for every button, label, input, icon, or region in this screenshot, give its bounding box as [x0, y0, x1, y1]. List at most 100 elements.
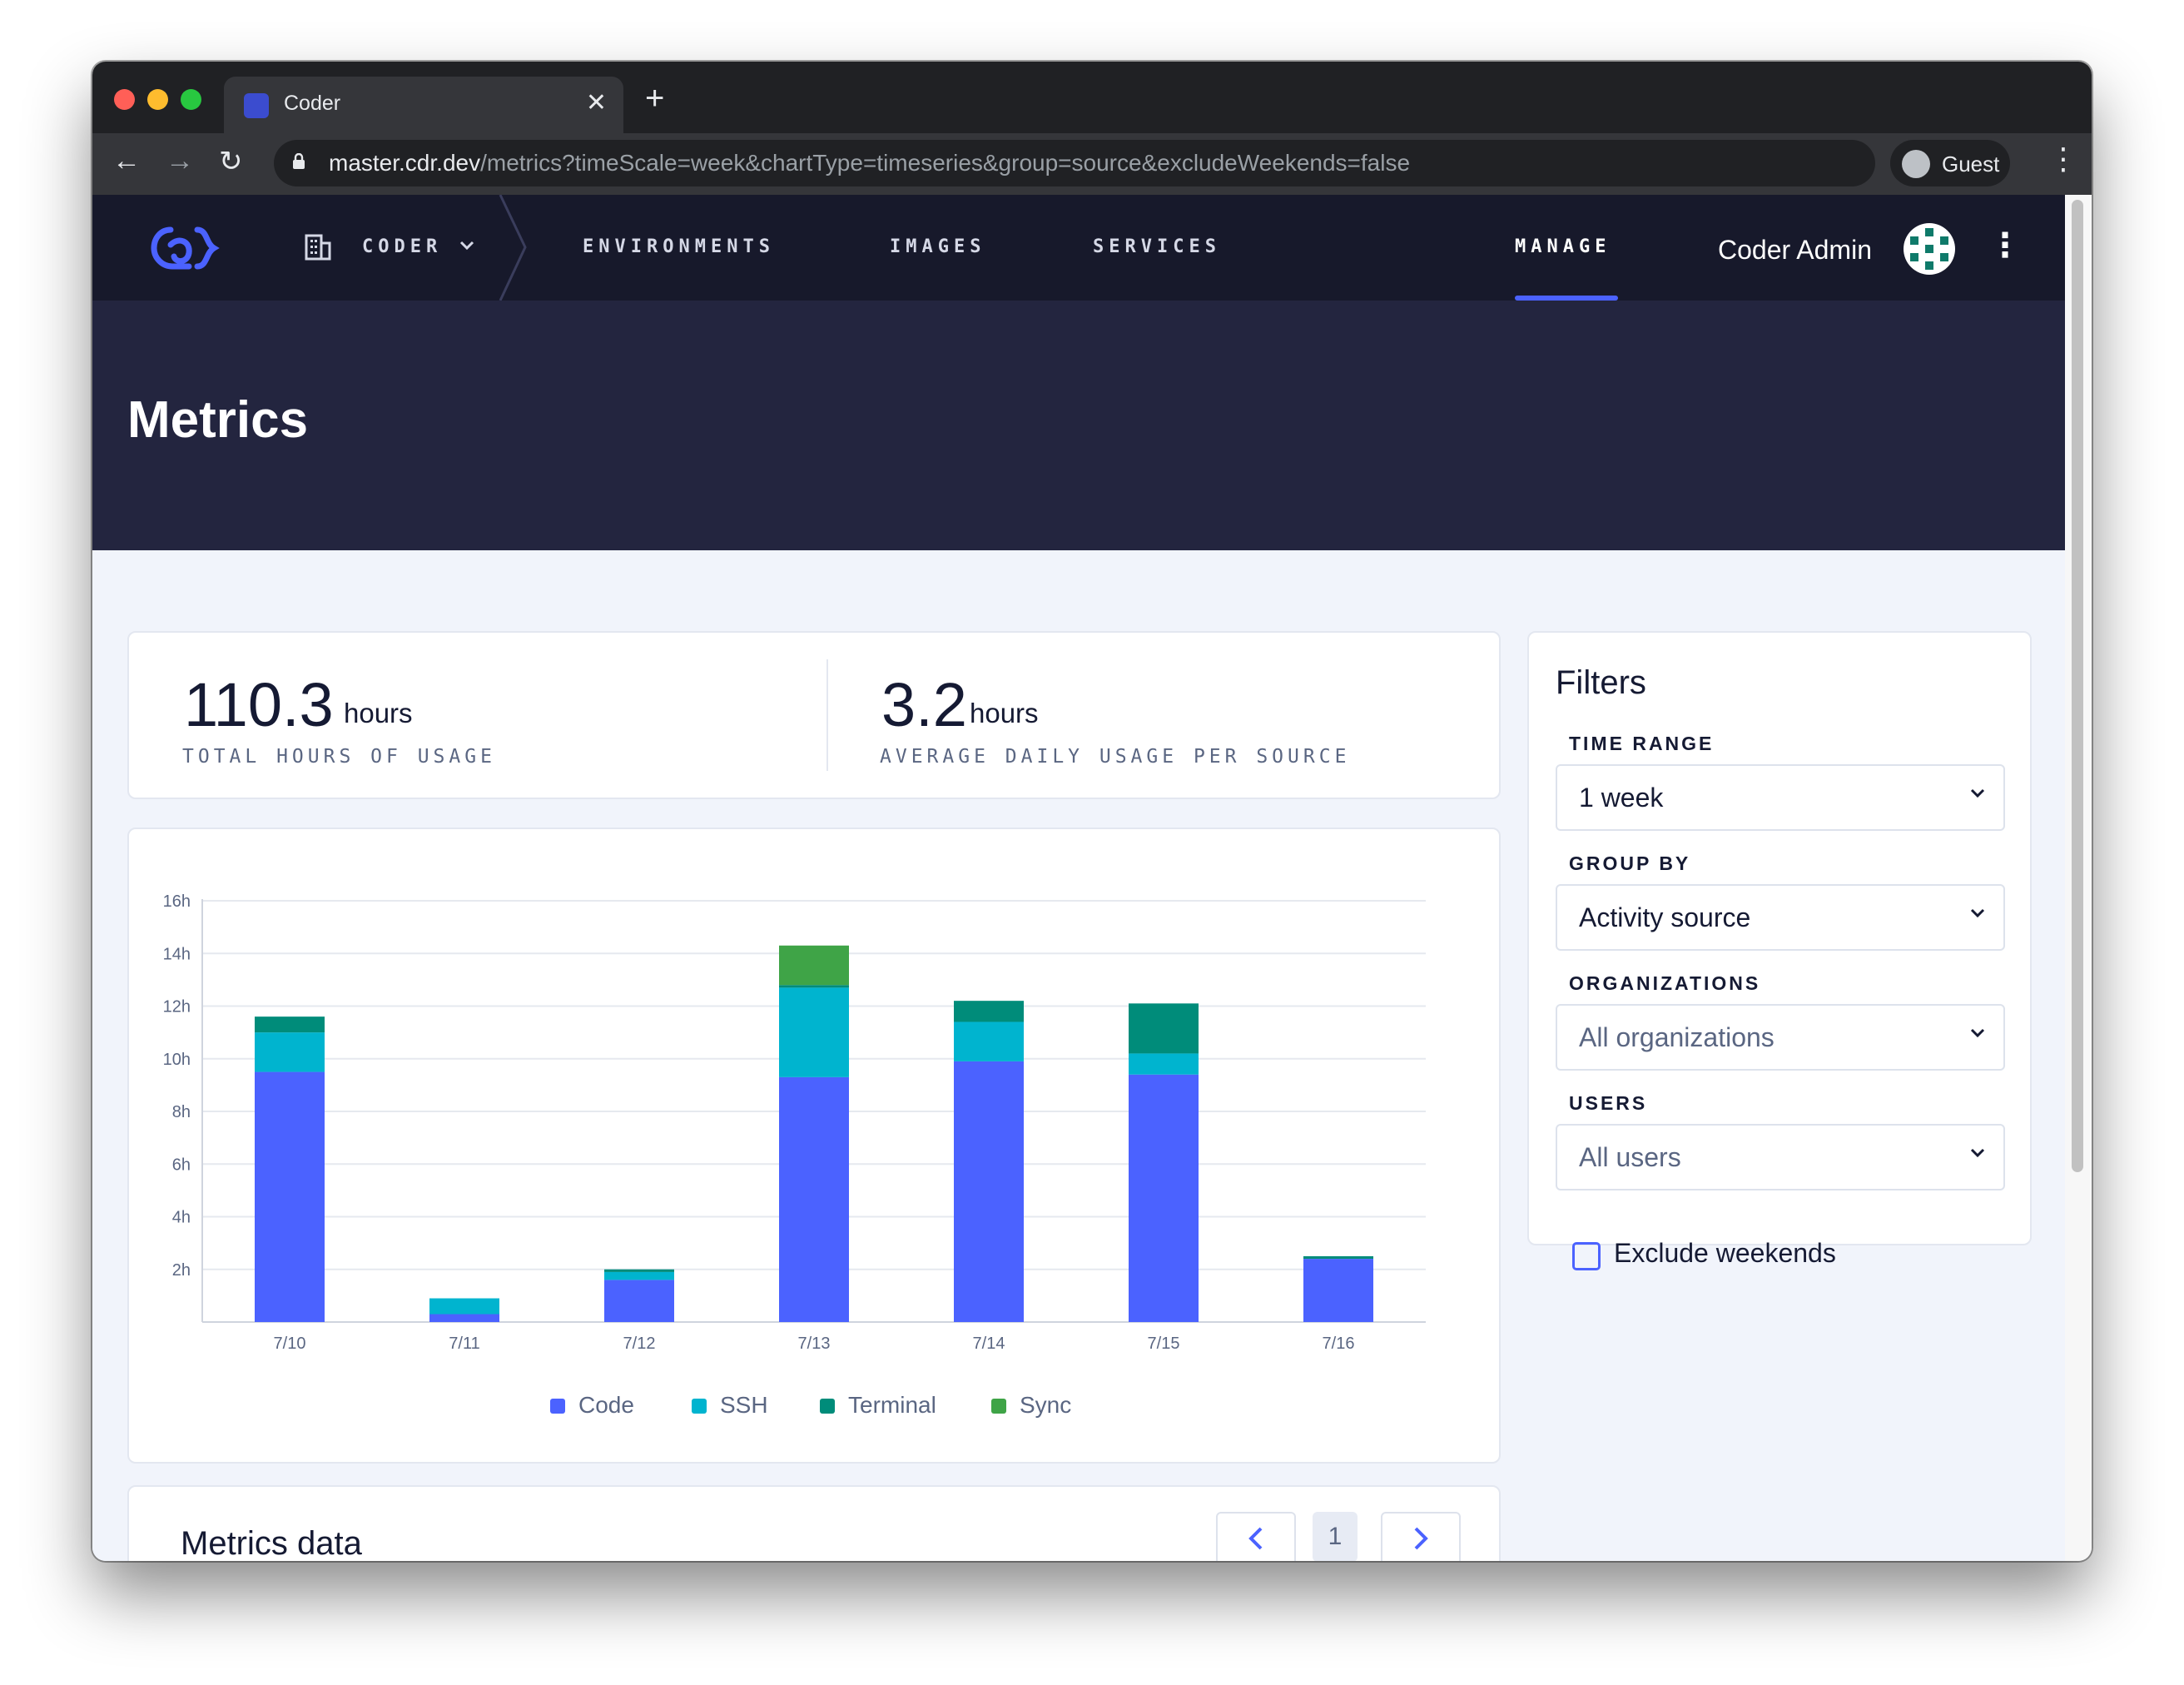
- avatar[interactable]: [1904, 223, 1955, 275]
- organizations-select[interactable]: All organizations: [1556, 1004, 2005, 1071]
- legend-sync[interactable]: Sync: [991, 1392, 1071, 1419]
- url-text: master.cdr.dev/metrics?timeScale=week&ch…: [329, 150, 1410, 176]
- chevron-down-icon: [1970, 908, 1985, 918]
- y-tick-label: 2h: [172, 1261, 191, 1280]
- scrollbar-thumb[interactable]: [2072, 200, 2083, 1172]
- legend-code-swatch: [550, 1399, 565, 1414]
- x-tick-label: 7/15: [1148, 1335, 1180, 1353]
- legend-code[interactable]: Code: [550, 1392, 634, 1419]
- chevron-left-icon: [1248, 1527, 1263, 1550]
- page-number[interactable]: 1: [1313, 1512, 1358, 1561]
- organizations-value: All organizations: [1579, 1022, 1774, 1052]
- legend-terminal-label: Terminal: [848, 1392, 936, 1418]
- total-hours-label: TOTAL HOURS OF USAGE: [182, 746, 496, 768]
- page-scrollbar[interactable]: [2065, 195, 2092, 1561]
- chevron-down-icon: [1970, 1028, 1985, 1038]
- bar-segment-terminal: [954, 1001, 1024, 1022]
- nav-manage[interactable]: MANAGE: [1515, 236, 1611, 257]
- next-page-button[interactable]: [1381, 1512, 1461, 1561]
- avg-daily-unit: hours: [970, 698, 1039, 728]
- bar-segment-terminal: [779, 985, 849, 988]
- bar-segment-terminal: [255, 1016, 325, 1033]
- users-value: All users: [1579, 1142, 1681, 1172]
- minimize-window-dot[interactable]: [147, 89, 168, 110]
- new-tab-icon[interactable]: +: [645, 80, 665, 117]
- exclude-weekends-checkbox[interactable]: [1572, 1242, 1601, 1270]
- chevron-down-icon: [1970, 1148, 1985, 1158]
- page-title: Metrics: [127, 391, 309, 449]
- bar-segment-terminal: [604, 1269, 674, 1272]
- chevron-down-icon: [1970, 788, 1985, 798]
- filters-card: Filters TIME RANGE 1 week GROUP BY Activ…: [1527, 631, 2032, 1270]
- bar-segment-code: [604, 1280, 674, 1322]
- avg-daily-label: AVERAGE DAILY USAGE PER SOURCE: [880, 746, 1351, 768]
- bar-segment-code: [429, 1314, 499, 1322]
- legend-terminal-swatch: [820, 1399, 835, 1414]
- time-range-value: 1 week: [1579, 783, 1664, 813]
- bar-segment-ssh: [255, 1032, 325, 1072]
- y-tick-label: 12h: [163, 998, 191, 1016]
- bar-segment-code: [954, 1061, 1024, 1322]
- bar-segment-ssh: [604, 1271, 674, 1280]
- profile-label: Guest: [1942, 152, 2000, 176]
- group-by-value: Activity source: [1579, 902, 1751, 932]
- bar-segment-code: [1129, 1074, 1199, 1322]
- bar-segment-ssh: [779, 987, 849, 1077]
- building-icon: [305, 234, 331, 261]
- chart-card: 2h 4h 6h 8h 10h 12h 14h 16h 7/10 7/11 7/12 7/13 7/14…: [127, 828, 1501, 1464]
- coder-favicon-icon: [244, 93, 269, 118]
- y-tick-label: 16h: [163, 892, 191, 911]
- address-bar[interactable]: master.cdr.dev/metrics?timeScale=week&ch…: [274, 140, 1875, 186]
- back-arrow-icon[interactable]: ←: [112, 145, 141, 176]
- person-icon: [1902, 150, 1930, 178]
- bar-segment-ssh: [954, 1021, 1024, 1061]
- profile-button[interactable]: Guest: [1890, 140, 2010, 186]
- reload-icon[interactable]: ↻: [219, 146, 243, 177]
- nav-environments[interactable]: ENVIRONMENTS: [583, 236, 775, 257]
- forward-arrow-icon[interactable]: →: [166, 145, 194, 176]
- chevron-right-icon: [1414, 1527, 1428, 1550]
- browser-tab[interactable]: Coder ✕: [224, 77, 623, 133]
- page-header: Metrics: [92, 301, 2065, 550]
- metrics-data-card: Metrics data 1: [127, 1485, 1501, 1561]
- bar-segment-ssh: [1129, 1053, 1199, 1075]
- usage-chart: 2h 4h 6h 8h 10h 12h 14h 16h 7/10 7/11 7/12 7/13 7/14…: [163, 892, 1426, 1353]
- tab-title: Coder: [284, 92, 341, 115]
- breadcrumb-separator: [499, 195, 527, 301]
- user-menu-icon[interactable]: ⋮: [1988, 227, 2022, 264]
- time-range-select[interactable]: 1 week: [1556, 764, 2005, 831]
- close-window-dot[interactable]: [114, 89, 135, 110]
- identicon-icon: [1910, 228, 1948, 270]
- users-select[interactable]: All users: [1556, 1124, 2005, 1190]
- legend-ssh-label: SSH: [720, 1392, 768, 1418]
- chevron-down-icon[interactable]: [459, 240, 475, 251]
- bar-segment-code: [1303, 1259, 1373, 1322]
- org-switcher[interactable]: CODER: [362, 236, 443, 257]
- url-host: master.cdr.dev: [329, 150, 481, 176]
- maximize-window-dot[interactable]: [181, 89, 201, 110]
- nav-images[interactable]: IMAGES: [890, 236, 986, 257]
- organizations-label: ORGANIZATIONS: [1569, 972, 1761, 994]
- time-range-label: TIME RANGE: [1569, 733, 1715, 754]
- stats-divider: [826, 659, 828, 771]
- user-name[interactable]: Coder Admin: [1718, 235, 1872, 265]
- bar-segment-code: [255, 1071, 325, 1322]
- y-tick-label: 8h: [172, 1103, 191, 1121]
- total-hours-value: 110.3: [184, 670, 334, 739]
- lock-icon: [293, 153, 305, 169]
- bar-segment-ssh: [429, 1298, 499, 1315]
- exclude-weekends-label[interactable]: Exclude weekends: [1614, 1238, 1836, 1268]
- close-tab-icon[interactable]: ✕: [585, 89, 607, 117]
- legend-terminal[interactable]: Terminal: [820, 1392, 936, 1419]
- browser-menu-icon[interactable]: ⋮: [2048, 142, 2078, 176]
- bar-segment-code: [779, 1076, 849, 1322]
- legend-code-label: Code: [578, 1392, 634, 1418]
- legend-ssh[interactable]: SSH: [692, 1392, 768, 1419]
- nav-services[interactable]: SERVICES: [1093, 236, 1221, 257]
- total-hours-unit: hours: [344, 698, 413, 728]
- prev-page-button[interactable]: [1216, 1512, 1296, 1561]
- x-tick-label: 7/16: [1323, 1335, 1355, 1353]
- bar-segment-terminal: [1303, 1255, 1373, 1260]
- group-by-select[interactable]: Activity source: [1556, 884, 2005, 951]
- coder-logo-icon[interactable]: [146, 220, 221, 278]
